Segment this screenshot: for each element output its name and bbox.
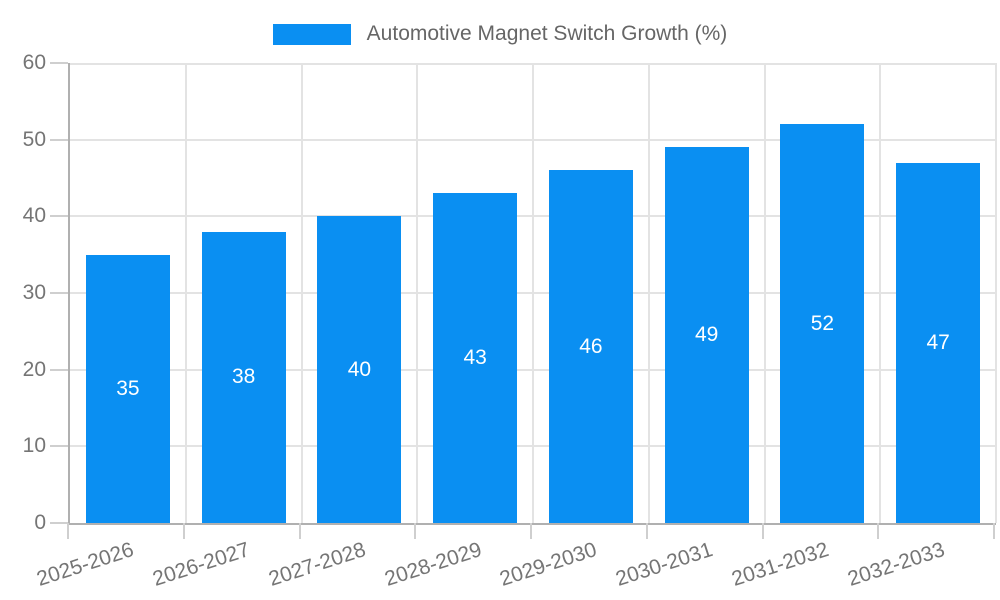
gridline-v [763, 63, 766, 523]
x-axis-tick-label: 2025-2026 [34, 538, 137, 591]
x-axis-tick [298, 523, 301, 539]
bar-value-label: 47 [926, 330, 950, 354]
y-axis-tick [50, 445, 68, 448]
bar-value-label: 52 [810, 311, 835, 335]
y-axis-tick-label: 30 [22, 281, 46, 304]
y-axis-tick-label: 20 [22, 357, 46, 381]
bar: 49 [664, 147, 749, 523]
x-axis-tick [645, 523, 648, 539]
y-axis-tick-label: 40 [22, 204, 46, 228]
y-axis-tick-label: 50 [22, 127, 46, 151]
x-axis-tick [67, 523, 69, 539]
bar-value-label: 49 [694, 323, 719, 347]
x-axis-tick-label: 2032-2033 [844, 538, 948, 591]
plot-area: 35 38 40 43 46 49 52 47 [68, 63, 997, 525]
x-axis-tick-label: 2029-2030 [497, 538, 600, 591]
x-axis-tick-label: 2031-2032 [728, 538, 832, 591]
legend-label: Automotive Magnet Switch Growth (%) [366, 22, 728, 45]
x-axis-tick [530, 523, 532, 539]
gridline-v [416, 63, 419, 523]
x-axis-tick-label: 2028-2029 [381, 538, 485, 591]
x-axis-tick [761, 523, 764, 539]
legend: Automotive Magnet Switch Growth (%) [0, 22, 1000, 46]
bar: 38 [201, 231, 286, 523]
bar-value-label: 46 [579, 334, 603, 358]
legend-swatch [272, 23, 351, 45]
bar-value-label: 40 [347, 357, 372, 381]
x-axis-tick-label: 2030-2031 [613, 538, 716, 591]
gridline-v [300, 63, 303, 523]
x-axis-tick-label: 2027-2028 [265, 538, 369, 591]
x-axis-tick [877, 523, 880, 539]
y-axis-tick-label: 60 [22, 51, 46, 74]
gridline-v [647, 63, 650, 523]
x-axis-tick [993, 523, 995, 539]
x-axis-tick-label: 2026-2027 [150, 538, 253, 591]
gridline-v [532, 63, 534, 523]
x-axis-tick [414, 523, 417, 539]
y-axis-tick [50, 522, 68, 524]
gridline-v [879, 63, 882, 523]
bar-value-label: 35 [116, 376, 140, 400]
y-axis-tick [50, 368, 68, 371]
bar: 46 [548, 170, 633, 523]
gridline-v [184, 63, 187, 523]
y-axis-tick [50, 138, 68, 141]
bar-value-label: 38 [231, 365, 256, 389]
y-axis-tick-label: 0 [34, 511, 46, 534]
x-axis-tick [182, 523, 185, 539]
bar: 47 [896, 162, 981, 523]
bar: 40 [317, 216, 402, 523]
y-axis-tick [50, 62, 68, 64]
bar-value-label: 43 [463, 346, 487, 370]
y-axis-tick [50, 292, 68, 294]
bar: 43 [433, 193, 518, 523]
y-axis-tick-label: 10 [22, 434, 46, 458]
bar: 35 [85, 254, 170, 523]
gridline-v [995, 63, 997, 523]
bar: 52 [780, 124, 865, 523]
y-axis-tick [50, 215, 68, 218]
